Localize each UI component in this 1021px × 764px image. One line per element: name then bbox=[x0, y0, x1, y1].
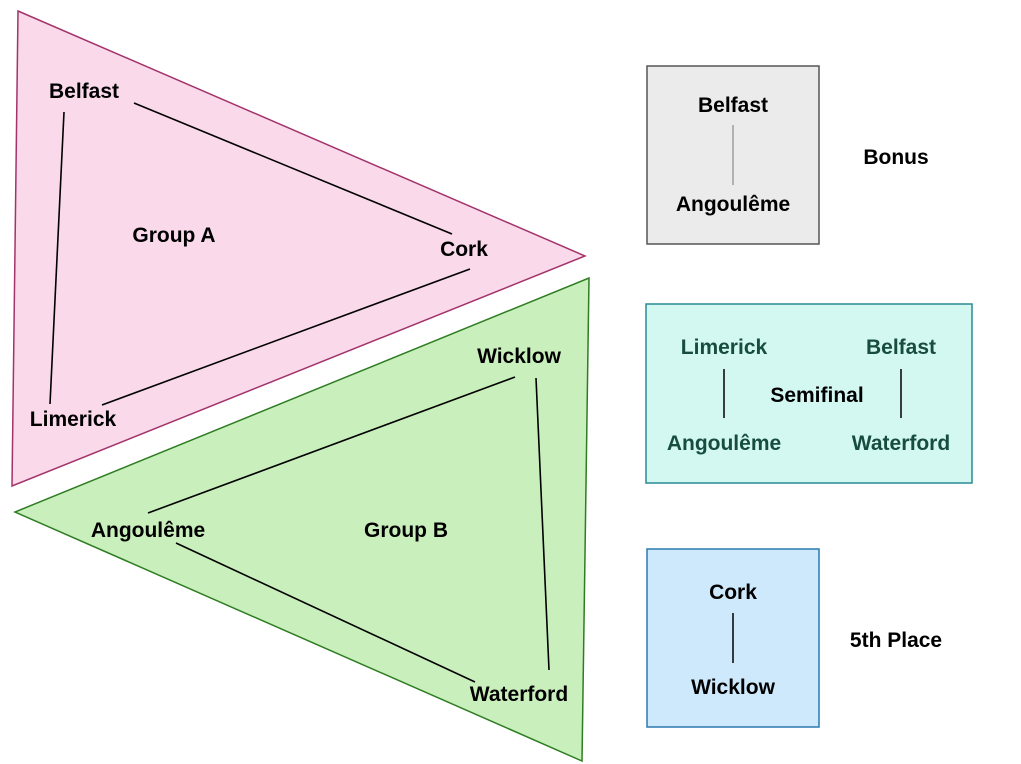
semifinal-right-top-team: Belfast bbox=[866, 336, 936, 359]
group-a-team-cork: Cork bbox=[440, 238, 488, 261]
fifth-place-team-top: Cork bbox=[709, 581, 757, 604]
match-line-cork-limerick bbox=[101, 268, 471, 406]
match-line-angouleme-waterford bbox=[175, 542, 476, 683]
group-b-team-angouleme: Angoulême bbox=[91, 519, 205, 542]
group-a-title: Group A bbox=[132, 224, 215, 247]
fifth-place-title: 5th Place bbox=[850, 629, 942, 652]
semifinal-box bbox=[645, 303, 973, 484]
group-a-triangle bbox=[11, 9, 587, 488]
match-line-belfast-limerick bbox=[49, 111, 65, 405]
semifinal-right-bottom-team: Waterford bbox=[852, 432, 950, 455]
group-b-triangle bbox=[13, 276, 590, 763]
bonus-title: Bonus bbox=[863, 146, 928, 169]
group-b-team-waterford: Waterford bbox=[470, 683, 568, 706]
match-line-wicklow-angouleme bbox=[147, 376, 516, 514]
bonus-team-bottom: Angoulême bbox=[676, 193, 790, 216]
semifinal-left-top-team: Limerick bbox=[681, 336, 768, 359]
fifth-place-team-bottom: Wicklow bbox=[691, 676, 775, 699]
semifinal-left-bottom-team: Angoulême bbox=[667, 432, 781, 455]
match-line-belfast-cork bbox=[133, 102, 453, 235]
group-a-team-limerick: Limerick bbox=[30, 408, 117, 431]
match-line-wicklow-waterford bbox=[535, 377, 550, 671]
group-b-title: Group B bbox=[364, 519, 448, 542]
semifinal-title: Semifinal bbox=[770, 384, 863, 407]
bonus-team-top: Belfast bbox=[698, 94, 768, 117]
group-a-team-belfast: Belfast bbox=[49, 80, 119, 103]
group-b-team-wicklow: Wicklow bbox=[477, 345, 561, 368]
